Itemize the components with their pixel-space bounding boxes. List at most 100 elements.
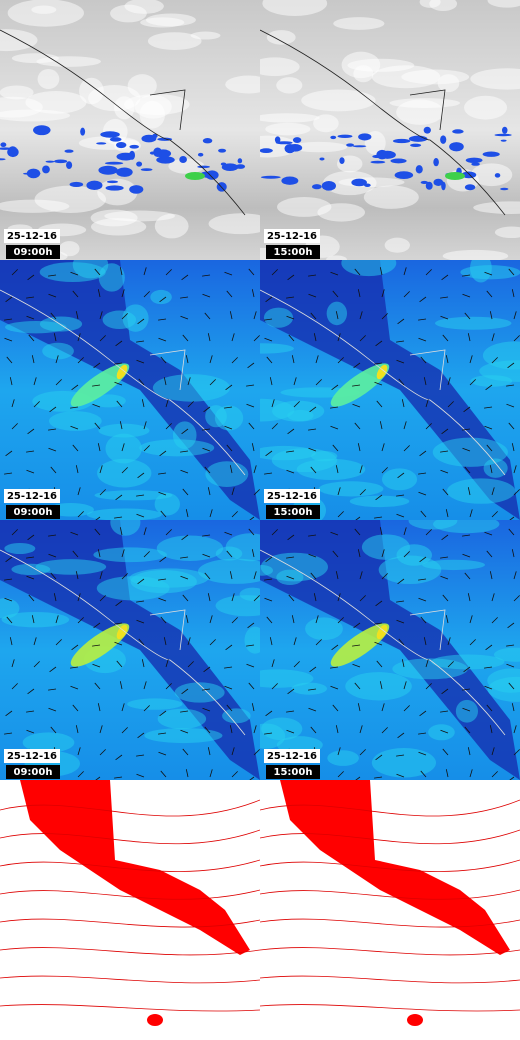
wind-arrow [121, 727, 128, 734]
wind-arrow [72, 444, 79, 452]
date-box [264, 749, 320, 763]
wind-arrow [209, 615, 213, 624]
wind-arrow [77, 771, 84, 778]
wind-arrow [419, 296, 427, 303]
wind-arrow [396, 773, 405, 778]
wind-arrow [308, 707, 317, 712]
date-label: 25-12-16 [7, 491, 57, 502]
wind-arrow [397, 578, 405, 585]
wind-arrow [48, 688, 57, 691]
wind-arrow [246, 403, 255, 408]
wind-arrow [337, 487, 341, 496]
cloud [140, 17, 185, 28]
wind-arrow [396, 513, 405, 518]
wind-arrow [315, 355, 319, 364]
wind-arrow [441, 534, 449, 541]
wind-patch [392, 658, 468, 680]
wind-arrow [264, 578, 273, 581]
wind-arrow [165, 269, 172, 276]
wind-arrow [33, 637, 37, 646]
rain-cell [140, 168, 153, 172]
wind-arrow [265, 450, 273, 457]
wind-arrow [308, 534, 317, 537]
wind-arrow [226, 704, 233, 712]
wind-arrow [48, 293, 57, 298]
wind-patch [263, 307, 294, 328]
coastline [0, 289, 246, 476]
wind-arrow [286, 450, 295, 453]
wind-arrow [225, 384, 233, 391]
wind-arrow [11, 659, 15, 668]
wind-arrow [114, 641, 123, 646]
wind-arrow [462, 553, 471, 558]
wind-arrow [207, 593, 211, 602]
wind-patch [1, 611, 70, 628]
wind-arrow [70, 425, 79, 430]
cloud [384, 237, 410, 253]
wind-patch [446, 478, 516, 504]
panel-body [260, 260, 520, 520]
wind-arrow [491, 771, 498, 778]
wind-arrow [508, 682, 515, 690]
wind-arrow [265, 296, 273, 303]
rain-cell [96, 142, 107, 145]
wind-arrow [136, 619, 145, 624]
wind-arrow [226, 290, 233, 298]
wind-arrow [48, 553, 57, 558]
rain-cell [330, 135, 337, 140]
contour [0, 829, 260, 845]
wind-arrow [330, 685, 339, 690]
wind-arrow [26, 575, 35, 580]
wind-arrow [251, 703, 255, 712]
wind-patch [156, 535, 224, 561]
cloud [37, 69, 60, 90]
wind-arrow [70, 666, 79, 669]
wind-arrow [464, 312, 471, 320]
wind-arrow [53, 593, 57, 602]
wind-arrow [313, 333, 317, 342]
wind-arrow [99, 749, 106, 756]
wind-arrow [420, 770, 427, 778]
wind-arrow [462, 447, 471, 452]
wind-arrow [229, 311, 233, 320]
wind-arrow [332, 444, 339, 452]
time-box [6, 245, 60, 259]
rain-cell [337, 134, 353, 138]
wind-arrow [9, 637, 13, 646]
land-contours [20, 780, 250, 955]
wind-arrow [357, 703, 361, 712]
wind-arrow [119, 527, 123, 536]
wind-arrow [77, 617, 84, 624]
wind-arrow [440, 296, 449, 299]
wind-arrow [75, 725, 79, 734]
wind-arrow [440, 315, 449, 320]
wind-arrow [287, 534, 295, 541]
wind-patch [4, 542, 36, 555]
wind-arrow [418, 597, 427, 602]
wind-arrow [163, 377, 167, 386]
wind-arrow [121, 443, 125, 452]
wind-arrow [203, 666, 211, 673]
wind-arrow [403, 291, 410, 298]
wind-arrow [313, 593, 317, 602]
wind-arrow [203, 406, 211, 413]
wind-arrow [202, 553, 211, 558]
rain-cell [364, 183, 371, 187]
rain-cell [390, 158, 407, 164]
wind-arrow [357, 443, 361, 452]
wind-arrow [180, 296, 189, 299]
wind-arrow [180, 315, 189, 320]
map-panel [260, 780, 520, 1040]
rain-cell [501, 126, 508, 134]
panel-body [260, 780, 520, 1040]
time-box [6, 505, 60, 519]
wind-arrow [425, 423, 432, 430]
wind-arrow [374, 516, 383, 519]
wind-arrow [442, 334, 449, 342]
cloud [265, 122, 311, 136]
wind-arrow [398, 638, 405, 646]
wind-arrow [293, 377, 297, 386]
cloud [139, 100, 165, 129]
wind-arrow [143, 291, 150, 298]
wind-patch [428, 724, 455, 741]
